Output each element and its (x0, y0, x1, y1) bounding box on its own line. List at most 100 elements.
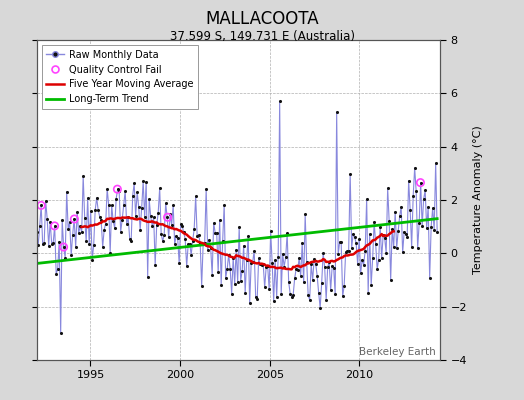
Point (53, 266, 62, 272)
Point (364, 290, 373, 296)
Point (184, 241, 192, 248)
Point (330, 264, 338, 271)
Point (236, 277, 245, 284)
Point (38, 241, 47, 248)
Point (339, 293, 347, 300)
Point (304, 292, 312, 298)
Point (104, 202, 113, 208)
Point (367, 282, 375, 288)
Point (376, 224, 385, 230)
Point (85, 241, 93, 247)
Point (387, 277, 395, 284)
Point (397, 204, 406, 210)
Point (70, 216, 79, 222)
Point (415, 220, 423, 227)
Point (118, 216, 126, 223)
Point (247, 260, 255, 266)
Point (41, 198, 50, 204)
Point (422, 225, 431, 231)
Point (90, 242, 98, 248)
Point (215, 217, 224, 224)
Point (190, 226, 199, 232)
Point (95, 213, 104, 220)
Point (144, 274, 152, 280)
Point (62, 188, 71, 195)
Point (199, 240, 208, 247)
Point (384, 185, 392, 191)
Point (107, 202, 116, 208)
Point (358, 257, 366, 263)
Point (219, 237, 227, 244)
Point (185, 240, 194, 247)
Point (311, 260, 320, 267)
Point (429, 205, 437, 211)
Point (322, 297, 330, 303)
Point (45, 242, 53, 249)
Point (91, 207, 100, 214)
Point (194, 232, 203, 238)
Point (405, 177, 413, 184)
Point (359, 261, 368, 268)
Point (391, 208, 399, 215)
Point (147, 213, 155, 220)
Point (48, 240, 56, 247)
Point (301, 211, 309, 218)
Point (394, 228, 402, 234)
Point (92, 194, 101, 201)
Point (410, 165, 419, 171)
Point (193, 233, 201, 239)
Point (208, 272, 216, 278)
Point (300, 279, 308, 286)
Point (34, 242, 42, 248)
Point (121, 188, 129, 194)
Point (231, 281, 239, 287)
Point (94, 207, 102, 214)
Point (222, 275, 230, 281)
Point (71, 244, 80, 250)
Point (321, 264, 329, 270)
Point (220, 202, 228, 208)
Point (244, 233, 253, 240)
Point (430, 226, 439, 233)
Point (269, 298, 278, 304)
Point (127, 238, 135, 244)
Point (351, 234, 359, 240)
Point (361, 248, 369, 254)
Point (109, 218, 117, 224)
Point (272, 294, 281, 300)
Point (82, 238, 90, 244)
Point (418, 223, 427, 230)
Point (352, 240, 361, 246)
Point (293, 267, 302, 274)
Point (116, 228, 125, 235)
Point (257, 262, 266, 268)
Point (431, 160, 440, 166)
Point (172, 233, 180, 240)
Point (241, 290, 249, 296)
Point (298, 240, 307, 247)
Point (363, 196, 371, 202)
Point (408, 244, 416, 250)
Point (375, 256, 383, 263)
Point (385, 218, 394, 224)
Point (165, 234, 173, 240)
Point (262, 264, 270, 270)
Point (290, 275, 299, 282)
Point (406, 207, 414, 214)
Point (130, 180, 138, 187)
Point (274, 254, 282, 260)
Point (205, 236, 213, 243)
Point (309, 277, 317, 283)
Point (245, 300, 254, 306)
Point (412, 188, 420, 194)
Point (161, 200, 170, 206)
Point (136, 227, 145, 233)
Point (76, 222, 84, 229)
Point (305, 297, 314, 303)
Point (347, 244, 356, 251)
Point (123, 221, 131, 227)
Point (286, 290, 294, 297)
Point (268, 260, 276, 266)
Point (198, 282, 206, 289)
Point (157, 231, 166, 237)
